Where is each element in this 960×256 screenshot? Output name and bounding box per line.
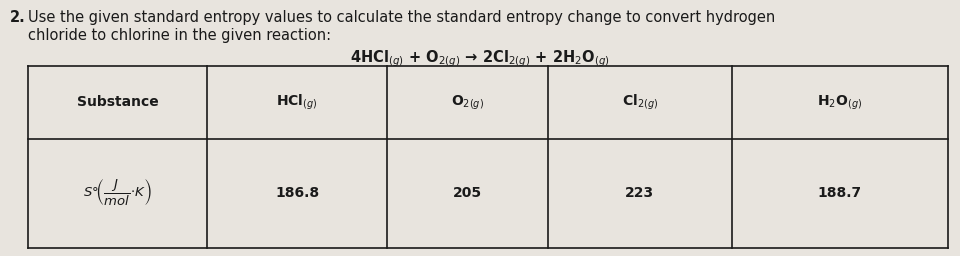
Text: 223: 223 bbox=[625, 186, 655, 200]
Text: 2.: 2. bbox=[10, 10, 26, 25]
Text: Substance: Substance bbox=[77, 95, 158, 109]
Text: O$_{2(g)}$: O$_{2(g)}$ bbox=[451, 93, 484, 112]
Text: 4HCl$_{(g)}$ + O$_{2(g)}$ → 2Cl$_{2(g)}$ + 2H$_2$O$_{(g)}$: 4HCl$_{(g)}$ + O$_{2(g)}$ → 2Cl$_{2(g)}$… bbox=[350, 48, 610, 69]
Text: HCl$_{(g)}$: HCl$_{(g)}$ bbox=[276, 93, 318, 112]
Text: $S°\!\left(\dfrac{J}{mol}{\cdot}K\right)$: $S°\!\left(\dfrac{J}{mol}{\cdot}K\right)… bbox=[84, 178, 152, 208]
Text: Cl$_{2(g)}$: Cl$_{2(g)}$ bbox=[622, 93, 658, 112]
Text: 188.7: 188.7 bbox=[818, 186, 862, 200]
Text: 205: 205 bbox=[453, 186, 482, 200]
Text: Use the given standard entropy values to calculate the standard entropy change t: Use the given standard entropy values to… bbox=[28, 10, 776, 25]
Text: chloride to chlorine in the given reaction:: chloride to chlorine in the given reacti… bbox=[28, 28, 331, 43]
Text: H$_2$O$_{(g)}$: H$_2$O$_{(g)}$ bbox=[817, 93, 862, 112]
Text: 186.8: 186.8 bbox=[275, 186, 319, 200]
